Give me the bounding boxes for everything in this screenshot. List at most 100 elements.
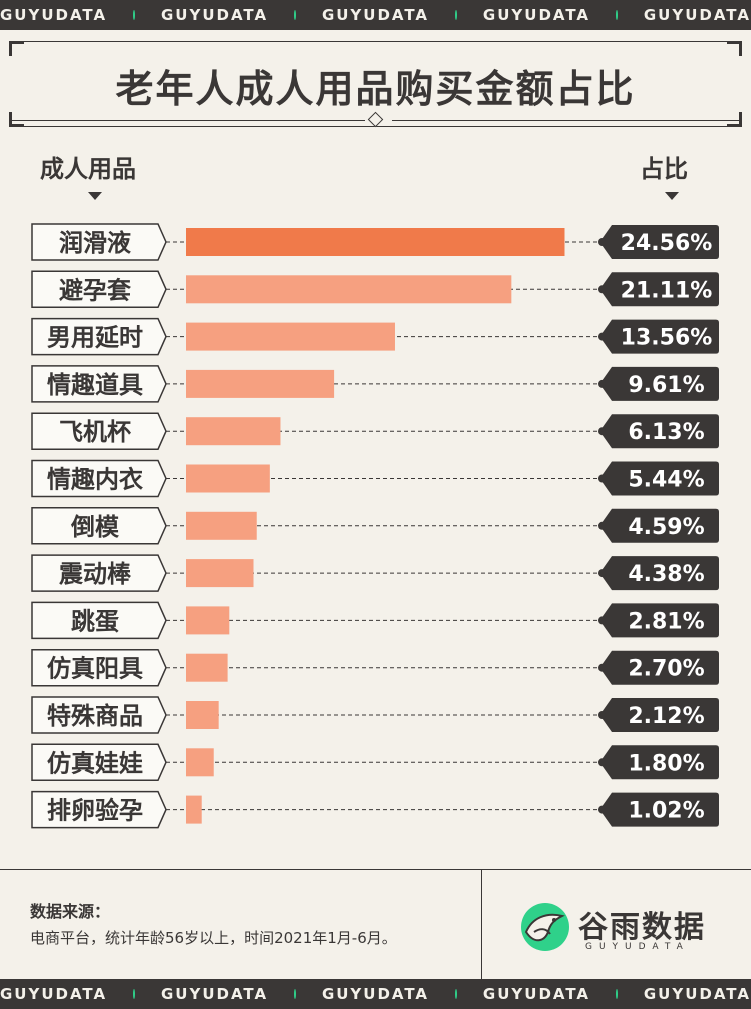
value-tag-dot — [598, 758, 606, 767]
category-header: 成人用品 — [40, 155, 136, 183]
value-tag — [600, 745, 719, 780]
category-label-box — [31, 601, 167, 640]
data-label: 6.13% — [628, 420, 704, 445]
category-label: 排卵验孕 — [47, 797, 143, 825]
category-label: 仿真阳具 — [47, 655, 143, 683]
value-tag-dot — [598, 285, 606, 294]
strip-dot-icon — [616, 10, 618, 20]
strip-dot-icon — [133, 989, 135, 999]
value-tag-dot — [598, 238, 606, 246]
title-bar: 老年人成人用品购买金额占比 — [9, 41, 742, 127]
category-label-box — [31, 554, 167, 592]
category-label: 震动棒 — [59, 560, 132, 588]
category-header-arrow-icon — [88, 192, 102, 200]
bar — [186, 228, 565, 256]
value-tag — [600, 650, 719, 685]
value-tag — [600, 225, 719, 259]
data-label: 2.70% — [628, 657, 704, 682]
strip-dot-icon — [455, 989, 457, 999]
value-tag — [600, 508, 719, 543]
category-label: 男用延时 — [47, 324, 143, 352]
bar — [186, 417, 281, 446]
value-tag — [600, 319, 719, 354]
footer-divider — [0, 869, 751, 870]
bottom-brand-strip: GUYUDATA GUYUDATA GUYUDATA GUYUDATA GUYUDATA — [0, 979, 751, 1009]
bar — [186, 653, 228, 682]
category-label-box — [31, 412, 167, 450]
category-label: 飞机杯 — [59, 418, 131, 446]
value-tag — [600, 792, 719, 827]
category-label: 情趣道具 — [47, 371, 143, 399]
bar — [186, 748, 214, 777]
strip-brand-text: GUYUDATA — [482, 985, 591, 1003]
value-tag-dot — [598, 805, 606, 814]
data-label: 4.38% — [628, 562, 704, 587]
category-label-box — [31, 459, 167, 498]
chart-title: 老年人成人用品购买金额占比 — [115, 67, 636, 111]
value-tag-dot — [598, 332, 606, 341]
bar — [186, 511, 257, 540]
category-label: 倒模 — [70, 513, 120, 541]
corner-decor — [727, 112, 742, 127]
value-tag — [600, 556, 719, 591]
title-divider — [10, 120, 365, 121]
category-label-box — [31, 648, 167, 687]
strip-brand-text: GUYUDATA — [160, 6, 269, 24]
logo-subtext: GUYUDATA — [585, 942, 690, 952]
strip-brand-text: GUYUDATA — [321, 985, 430, 1003]
value-tag — [600, 414, 719, 449]
data-label: 4.59% — [628, 515, 704, 540]
strip-brand-text: GUYUDATA — [643, 985, 751, 1003]
data-label: 5.44% — [628, 468, 704, 493]
data-label: 2.12% — [628, 704, 704, 729]
category-label-box — [31, 790, 167, 829]
value-tag-dot — [598, 427, 606, 436]
source-text: 电商平台，统计年龄56岁以上，时间2021年1月-6月。 — [30, 929, 397, 947]
strip-brand-text: GUYUDATA — [160, 985, 269, 1003]
strip-brand-text: GUYUDATA — [0, 985, 108, 1003]
strip-brand-text: GUYUDATA — [643, 6, 751, 24]
value-tag-dot — [598, 616, 606, 625]
category-label-box — [31, 270, 167, 309]
value-tag — [600, 698, 719, 732]
bar — [186, 322, 395, 351]
category-label: 润滑液 — [59, 229, 131, 257]
category-label-box — [31, 696, 167, 734]
data-label: 9.61% — [628, 373, 704, 398]
title-divider — [392, 120, 741, 121]
value-tag-dot — [598, 711, 606, 719]
bar — [186, 559, 254, 588]
corner-decor — [727, 41, 742, 56]
value-tag — [600, 603, 719, 638]
category-label: 特殊商品 — [47, 702, 143, 730]
data-label: 21.11% — [621, 278, 713, 303]
bar-chart: 润滑液 24.56% 避孕套 21.11% 男用延时 13.56% 情趣道具 9.61% 飞机杯… — [31, 223, 719, 829]
strip-dot-icon — [294, 989, 296, 999]
corner-decor — [9, 41, 24, 56]
strip-dot-icon — [133, 10, 135, 20]
footer-vertical-divider — [481, 869, 482, 979]
data-label: 2.81% — [628, 609, 704, 634]
bar — [186, 464, 270, 493]
share-header: 占比 — [640, 155, 688, 183]
data-label: 13.56% — [621, 326, 713, 351]
value-tag-dot — [598, 379, 606, 388]
corner-decor — [9, 112, 24, 127]
strip-dot-icon — [294, 10, 296, 20]
bar — [186, 795, 202, 824]
data-label: 24.56% — [621, 231, 713, 256]
bar — [186, 606, 230, 635]
value-tag-dot — [598, 474, 606, 483]
category-label: 情趣内衣 — [47, 466, 143, 494]
category-label-box — [31, 365, 167, 403]
bar — [186, 701, 219, 729]
category-label-box — [31, 223, 167, 261]
category-label: 仿真娃娃 — [47, 749, 143, 777]
top-brand-strip: GUYUDATA GUYUDATA GUYUDATA GUYUDATA GUYUDATA — [0, 0, 751, 30]
strip-brand-text: GUYUDATA — [0, 6, 108, 24]
category-label-box — [31, 743, 167, 782]
strip-dot-icon — [455, 10, 457, 20]
category-label-box — [31, 317, 167, 356]
category-label: 跳蛋 — [71, 607, 119, 635]
bar — [186, 275, 512, 304]
